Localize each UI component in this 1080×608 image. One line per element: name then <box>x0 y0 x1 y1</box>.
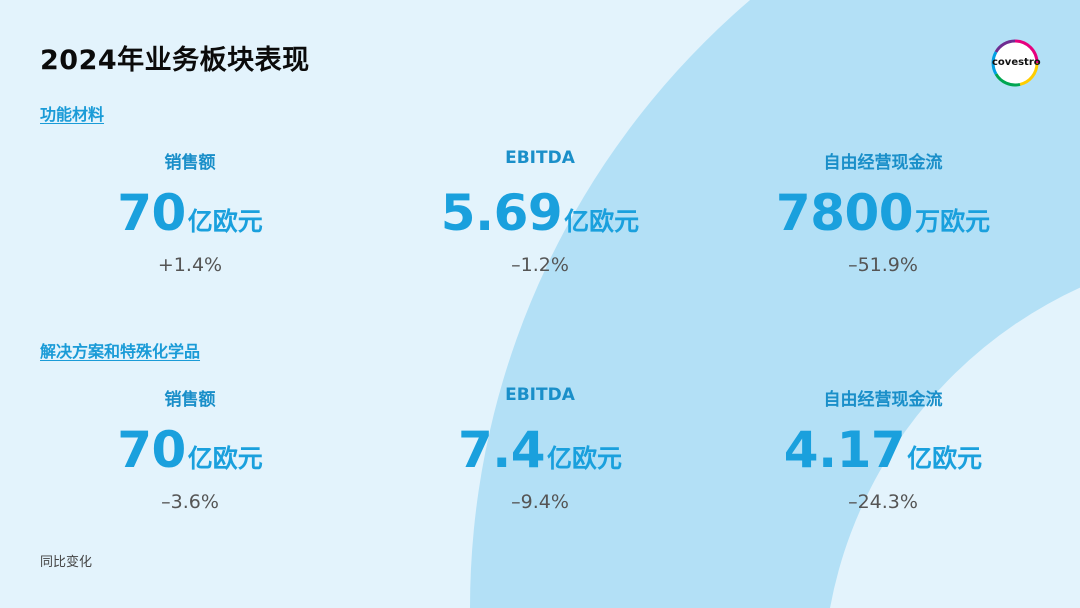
metric-fm-ebitda: EBITDA 5.69亿欧元 –1.2% <box>375 148 705 276</box>
metric-fm-fcf: 自由经营现金流 7800万欧元 –51.9% <box>718 148 1048 276</box>
metric-fm-sales: 销售额 70亿欧元 +1.4% <box>25 148 355 276</box>
section-label-functional-materials[interactable]: 功能材料 <box>40 105 105 124</box>
metric-label: 自由经营现金流 <box>823 390 943 410</box>
metric-change: –51.9% <box>848 254 918 276</box>
metric-change: +1.4% <box>157 254 223 276</box>
page-title: 2024年业务板块表现 <box>40 45 310 76</box>
metric-number: 7800 <box>775 184 914 242</box>
logo-wordmark: covestro <box>992 57 1041 68</box>
metric-change: –3.6% <box>161 491 219 513</box>
metric-value: 5.69亿欧元 <box>375 184 705 242</box>
metric-change: –1.2% <box>511 254 569 276</box>
metric-unit: 亿欧元 <box>564 207 640 236</box>
metric-change: –9.4% <box>511 491 569 513</box>
metric-number: 5.69 <box>440 184 563 242</box>
metric-label: 自由经营现金流 <box>823 153 943 173</box>
section-label-solutions-specialties[interactable]: 解决方案和特殊化学品 <box>40 342 201 361</box>
metric-label: EBITDA <box>505 148 575 168</box>
metric-number: 7.4 <box>457 421 546 479</box>
metric-unit: 亿欧元 <box>547 444 623 473</box>
metric-change: –24.3% <box>848 491 918 513</box>
metric-number: 70 <box>117 184 186 242</box>
metric-value: 7800万欧元 <box>718 184 1048 242</box>
metric-unit: 亿欧元 <box>187 444 263 473</box>
metric-unit: 亿欧元 <box>907 444 983 473</box>
metric-value: 7.4亿欧元 <box>375 421 705 479</box>
metric-unit: 亿欧元 <box>187 207 263 236</box>
metric-ss-fcf: 自由经营现金流 4.17亿欧元 –24.3% <box>718 385 1048 513</box>
metric-label: EBITDA <box>505 385 575 405</box>
metric-label: 销售额 <box>164 153 216 173</box>
metric-value: 70亿欧元 <box>25 184 355 242</box>
footnote: 同比变化 <box>40 555 93 570</box>
metric-number: 4.17 <box>783 421 906 479</box>
metric-ss-ebitda: EBITDA 7.4亿欧元 –9.4% <box>375 385 705 513</box>
metric-ss-sales: 销售额 70亿欧元 –3.6% <box>25 385 355 513</box>
metric-value: 70亿欧元 <box>25 421 355 479</box>
metric-number: 70 <box>117 421 186 479</box>
metric-label: 销售额 <box>164 390 216 410</box>
metric-value: 4.17亿欧元 <box>718 421 1048 479</box>
covestro-logo-icon <box>991 39 1039 87</box>
metric-unit: 万欧元 <box>915 207 991 236</box>
